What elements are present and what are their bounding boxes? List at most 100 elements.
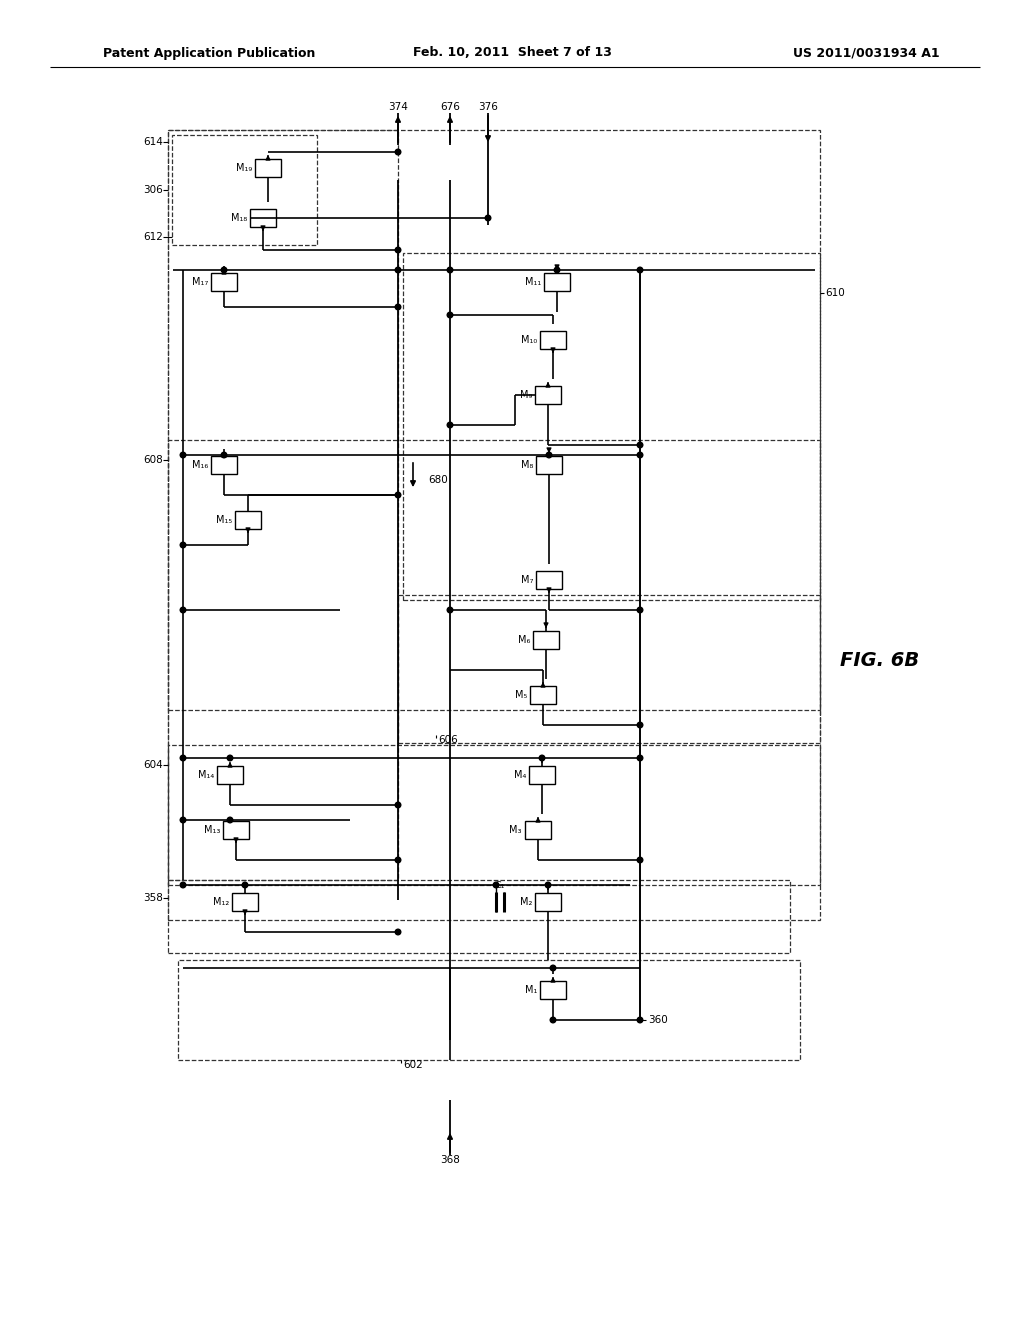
Circle shape (180, 817, 185, 822)
Bar (217, 766, 243, 784)
Bar (535, 385, 561, 404)
Text: 306: 306 (143, 185, 163, 195)
Circle shape (447, 422, 453, 428)
Circle shape (221, 453, 226, 458)
Text: M₂: M₂ (519, 898, 532, 907)
Text: M₇: M₇ (520, 576, 534, 585)
Text: 606: 606 (438, 735, 458, 744)
Bar (544, 273, 570, 290)
Bar (534, 631, 559, 649)
Text: 368: 368 (440, 1155, 460, 1166)
Text: M₁₇: M₁₇ (191, 277, 208, 286)
Bar (529, 766, 555, 784)
Bar (250, 209, 276, 227)
Bar (232, 894, 258, 911)
Text: M₁₂: M₁₂ (213, 898, 229, 907)
Text: 358: 358 (143, 894, 163, 903)
Text: 376: 376 (478, 102, 498, 112)
Bar (536, 572, 562, 589)
Text: M₁₄: M₁₄ (198, 770, 214, 780)
Circle shape (221, 267, 226, 273)
Text: M₁₁: M₁₁ (524, 277, 541, 286)
Circle shape (180, 882, 185, 888)
Circle shape (637, 857, 643, 863)
Circle shape (395, 247, 400, 253)
Circle shape (540, 755, 545, 760)
Circle shape (550, 1018, 556, 1023)
Bar (398, 595, 820, 743)
Circle shape (243, 882, 248, 888)
Text: M₄: M₄ (514, 770, 526, 780)
Bar (211, 273, 237, 290)
Bar (530, 686, 556, 704)
Text: M₁₀: M₁₀ (521, 335, 537, 345)
Text: M₁: M₁ (524, 985, 537, 995)
Bar (536, 455, 562, 474)
Circle shape (180, 755, 185, 760)
Bar (172, 135, 317, 246)
Circle shape (395, 492, 400, 498)
Text: 610: 610 (825, 288, 845, 298)
Text: M₅: M₅ (515, 690, 527, 700)
Text: M₉: M₉ (519, 389, 532, 400)
Bar (168, 129, 820, 884)
Text: M₁₉: M₁₉ (236, 162, 252, 173)
Text: C₁: C₁ (495, 880, 505, 890)
Bar (168, 744, 820, 920)
Circle shape (447, 313, 453, 318)
Bar (223, 821, 249, 840)
Circle shape (395, 304, 400, 310)
Circle shape (637, 267, 643, 273)
Text: M₁₆: M₁₆ (191, 459, 208, 470)
Text: Patent Application Publication: Patent Application Publication (103, 46, 315, 59)
Text: 602: 602 (403, 1060, 423, 1071)
Text: M₈: M₈ (520, 459, 534, 470)
Circle shape (180, 543, 185, 548)
Text: M₁₅: M₁₅ (216, 515, 232, 525)
Circle shape (447, 607, 453, 612)
Text: M₁₃: M₁₃ (204, 825, 220, 836)
Bar (525, 821, 551, 840)
Circle shape (395, 857, 400, 863)
Text: 680: 680 (428, 475, 447, 484)
Circle shape (545, 882, 551, 888)
Circle shape (637, 607, 643, 612)
Circle shape (485, 215, 490, 220)
Circle shape (637, 1018, 643, 1023)
Circle shape (395, 267, 400, 273)
Text: Feb. 10, 2011  Sheet 7 of 13: Feb. 10, 2011 Sheet 7 of 13 (413, 46, 611, 59)
Bar (168, 129, 398, 880)
Text: 604: 604 (143, 760, 163, 770)
Bar (540, 331, 566, 348)
Text: M₃: M₃ (510, 825, 522, 836)
Text: 612: 612 (143, 232, 163, 242)
Circle shape (395, 929, 400, 935)
Bar (168, 440, 820, 710)
Circle shape (180, 453, 185, 458)
Bar (255, 158, 281, 177)
Circle shape (227, 817, 232, 822)
Bar (540, 981, 566, 999)
Circle shape (227, 755, 232, 760)
Bar (178, 960, 800, 1060)
Circle shape (395, 149, 400, 154)
Bar (535, 894, 561, 911)
Circle shape (637, 722, 643, 727)
Bar (403, 253, 820, 601)
Text: 360: 360 (648, 1015, 668, 1026)
Circle shape (637, 453, 643, 458)
Circle shape (447, 267, 453, 273)
Text: 614: 614 (143, 137, 163, 147)
Text: FIG. 6B: FIG. 6B (841, 651, 920, 669)
Text: 676: 676 (440, 102, 460, 112)
Circle shape (546, 453, 552, 458)
Circle shape (180, 607, 185, 612)
Circle shape (637, 755, 643, 760)
Circle shape (550, 965, 556, 970)
Circle shape (554, 267, 560, 273)
Bar (211, 455, 237, 474)
Circle shape (494, 882, 499, 888)
Text: US 2011/0031934 A1: US 2011/0031934 A1 (794, 46, 940, 59)
Bar (168, 880, 790, 953)
Bar (234, 511, 261, 529)
